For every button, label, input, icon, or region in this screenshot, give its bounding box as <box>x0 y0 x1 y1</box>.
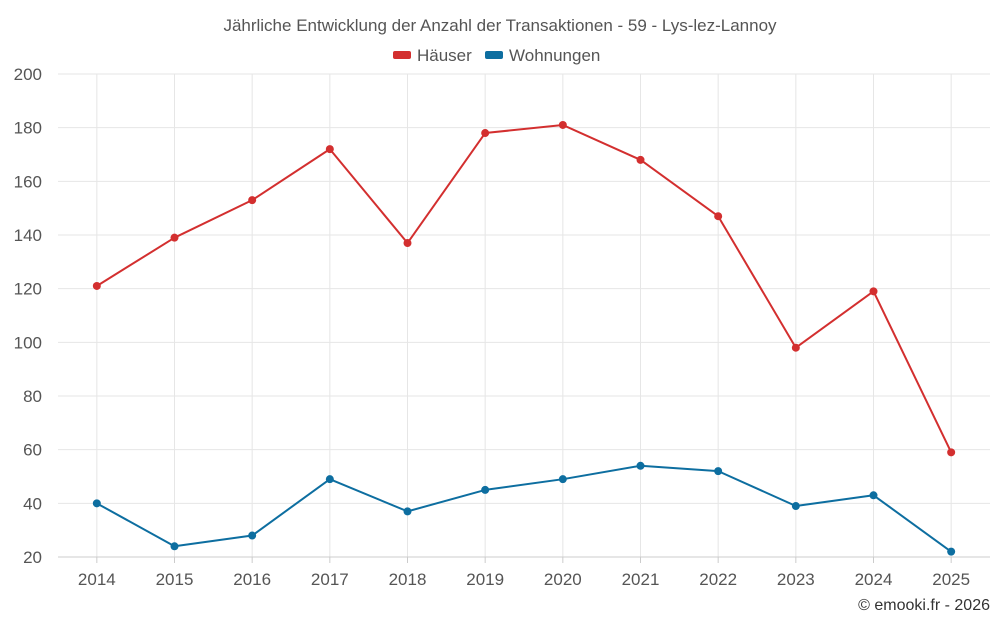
x-axis: 2014 2015 2016 2017 2018 2019 2020 2021 2022 2023… <box>58 556 990 589</box>
x-tick-label-2018: 2018 <box>389 570 427 589</box>
x-tick-label-2016: 2016 <box>233 570 271 589</box>
y-tick-label-160: 160 <box>14 172 42 191</box>
data-point-wohnungen-2025[interactable] <box>947 547 956 556</box>
legend-label-wohnungen[interactable]: Wohnungen <box>509 46 600 65</box>
data-point-wohnungen-2016[interactable] <box>248 531 257 540</box>
y-tick-label-80: 80 <box>23 387 42 406</box>
legend-label-haeuser[interactable]: Häuser <box>417 46 472 65</box>
x-tick-label-2020: 2020 <box>544 570 582 589</box>
y-tick-label-200: 200 <box>14 65 42 84</box>
x-tick-label-2025: 2025 <box>932 570 970 589</box>
x-tick-label-2024: 2024 <box>855 570 893 589</box>
data-point-haeuser-2021[interactable] <box>636 155 645 164</box>
x-tick-label-2023: 2023 <box>777 570 815 589</box>
data-point-haeuser-2024[interactable] <box>869 287 878 296</box>
y-tick-label-140: 140 <box>14 226 42 245</box>
y-tick-label-120: 120 <box>14 280 42 299</box>
data-point-wohnungen-2019[interactable] <box>481 485 490 494</box>
x-tick-label-2021: 2021 <box>622 570 660 589</box>
data-point-haeuser-2019[interactable] <box>481 129 490 138</box>
legend[interactable]: Häuser Wohnungen <box>393 46 600 65</box>
series-group <box>92 120 956 556</box>
data-point-haeuser-2016[interactable] <box>248 196 257 205</box>
data-point-haeuser-2014[interactable] <box>92 281 101 290</box>
legend-swatch-haeuser <box>393 51 411 59</box>
data-point-haeuser-2020[interactable] <box>558 120 567 129</box>
data-point-wohnungen-2017[interactable] <box>325 475 334 484</box>
x-tick-label-2014: 2014 <box>78 570 116 589</box>
data-point-haeuser-2023[interactable] <box>791 343 800 352</box>
grid <box>58 73 990 557</box>
series-line-wohnungen <box>96 464 952 553</box>
data-point-wohnungen-2023[interactable] <box>791 502 800 511</box>
series-line-haeuser <box>96 123 953 453</box>
data-point-wohnungen-2021[interactable] <box>636 461 645 470</box>
y-tick-label-20: 20 <box>23 548 42 567</box>
data-point-wohnungen-2024[interactable] <box>869 491 878 500</box>
chart-title: Jährliche Entwicklung der Anzahl der Tra… <box>223 16 777 35</box>
data-point-wohnungen-2022[interactable] <box>714 467 723 476</box>
data-point-haeuser-2018[interactable] <box>403 239 412 248</box>
data-point-wohnungen-2014[interactable] <box>92 499 101 508</box>
y-tick-label-180: 180 <box>14 119 42 138</box>
data-point-haeuser-2022[interactable] <box>714 212 723 221</box>
y-tick-label-40: 40 <box>23 494 42 513</box>
y-tick-label-60: 60 <box>23 441 42 460</box>
data-point-haeuser-2017[interactable] <box>325 145 334 154</box>
x-tick-label-2022: 2022 <box>699 570 737 589</box>
y-axis: 20 40 60 80 100 120 140 160 180 200 <box>14 65 42 567</box>
data-point-haeuser-2025[interactable] <box>947 448 956 457</box>
data-point-wohnungen-2015[interactable] <box>170 542 179 551</box>
legend-swatch-wohnungen <box>485 51 503 59</box>
data-point-wohnungen-2020[interactable] <box>558 475 567 484</box>
data-point-wohnungen-2018[interactable] <box>403 507 412 516</box>
data-point-haeuser-2015[interactable] <box>170 233 179 242</box>
x-tick-label-2015: 2015 <box>156 570 194 589</box>
x-tick-label-2017: 2017 <box>311 570 349 589</box>
x-tick-label-2019: 2019 <box>466 570 504 589</box>
y-tick-label-100: 100 <box>14 333 42 352</box>
credit-text: © emooki.fr - 2026 <box>858 597 990 614</box>
